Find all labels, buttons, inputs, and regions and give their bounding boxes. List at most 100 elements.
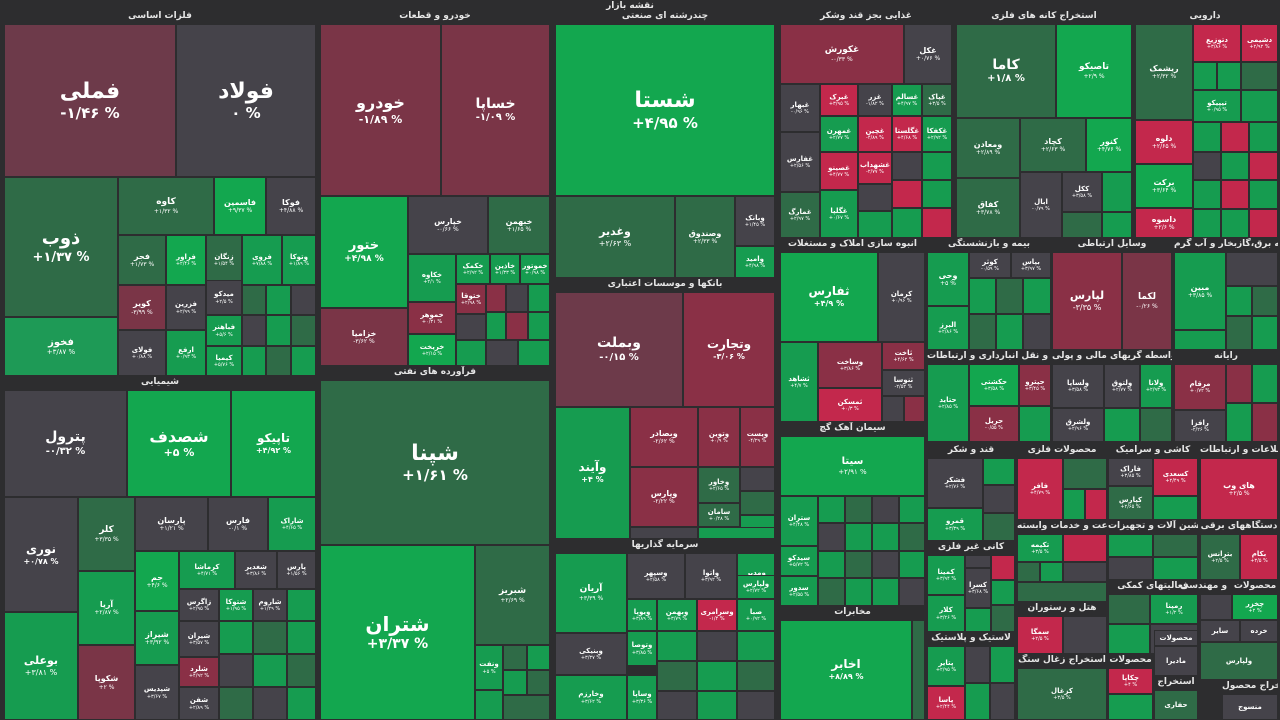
stock-tile[interactable]: کسرا +۳/۶۸ % [965, 568, 991, 608]
stock-tile[interactable] [912, 620, 925, 720]
stock-tile[interactable]: وخاور +۲/۶۵ % [698, 467, 740, 503]
stock-tile[interactable] [1193, 122, 1221, 152]
stock-tile[interactable] [818, 551, 845, 578]
stock-tile[interactable]: کرماشا +۴/۷۱ % [179, 551, 235, 589]
stock-tile[interactable]: تاپیکو +۴/۹۲ % [231, 390, 316, 497]
stock-tile[interactable]: شستا +۴/۹۵ % [555, 24, 775, 196]
stock-tile[interactable]: کنور +۴/۷۶ % [1086, 118, 1132, 172]
stock-tile[interactable]: حریل -۰/۵۵ % [969, 406, 1019, 442]
stock-tile[interactable] [983, 513, 1015, 541]
stock-tile[interactable]: بکام +۳/۵ % [1240, 534, 1278, 580]
stock-tile[interactable]: غسالم +۴/۹۷ % [892, 84, 922, 116]
stock-tile[interactable] [858, 184, 892, 211]
stock-tile[interactable] [882, 396, 904, 422]
stock-tile[interactable] [527, 645, 550, 670]
stock-tile[interactable] [291, 285, 316, 315]
stock-tile[interactable]: خریخت +۲/۱۵ % [408, 334, 456, 366]
stock-tile[interactable] [1023, 314, 1051, 350]
stock-tile[interactable]: کزغال +۳/۵ % [1017, 668, 1107, 720]
stock-tile[interactable]: غزر -۱/۸۲ % [858, 84, 892, 116]
stock-tile[interactable] [1217, 62, 1241, 90]
stock-tile[interactable]: مبین +۳/۸۵ % [1174, 252, 1226, 330]
stock-tile[interactable] [1249, 152, 1278, 180]
stock-tile[interactable] [503, 695, 550, 720]
stock-tile[interactable] [1063, 562, 1107, 582]
stock-tile[interactable] [219, 654, 253, 687]
stock-tile[interactable]: وتوکا +۱/۸۹ % [282, 235, 316, 285]
stock-tile[interactable]: ختور +۴/۹۸ % [320, 196, 408, 308]
stock-tile[interactable]: فخوز +۳/۸۷ % [4, 317, 118, 376]
stock-tile[interactable] [1040, 562, 1063, 582]
stock-tile[interactable]: حتاید +۲/۸۵ % [927, 364, 969, 442]
stock-tile[interactable] [506, 312, 528, 340]
stock-tile[interactable] [287, 654, 316, 687]
stock-tile[interactable] [486, 340, 518, 366]
stock-tile[interactable]: ککل +۳/۵۸ % [1062, 172, 1102, 212]
stock-tile[interactable] [965, 555, 991, 568]
stock-tile[interactable]: وتجارت -۳/۰۶ % [683, 292, 775, 407]
stock-tile[interactable] [1153, 557, 1198, 580]
stock-tile[interactable]: کلر +۳/۳۵ % [78, 497, 135, 571]
stock-tile[interactable] [1252, 403, 1278, 442]
stock-tile[interactable] [486, 284, 506, 312]
stock-tile[interactable]: شغدیر +۳/۸۶ % [235, 551, 277, 589]
stock-tile[interactable]: پاسا +۲/۴۴ % [927, 686, 965, 720]
stock-tile[interactable]: کویر -۳/۹۹ % [118, 285, 166, 330]
stock-tile[interactable] [899, 578, 925, 606]
stock-tile[interactable]: مادیرا [1154, 646, 1198, 676]
stock-tile[interactable] [818, 578, 845, 606]
stock-tile[interactable]: فارس -۰/۱ % [208, 497, 268, 551]
stock-tile[interactable]: سامان +۰/۲۸ % [698, 503, 740, 527]
stock-tile[interactable] [1063, 534, 1107, 562]
stock-tile[interactable] [899, 523, 925, 551]
stock-tile[interactable]: خموتور +۰/۹۸ % [520, 254, 550, 284]
stock-tile[interactable]: وخارزم +۳/۶۲ % [555, 675, 627, 720]
stock-tile[interactable]: صبا +۰/۹۲ % [737, 599, 775, 631]
stock-tile[interactable] [1193, 209, 1221, 238]
stock-tile[interactable] [1153, 534, 1198, 557]
stock-tile[interactable]: کلار +۳/۲۶ % [927, 595, 965, 632]
stock-tile[interactable]: آریان +۳/۳۹ % [555, 553, 627, 633]
stock-tile[interactable]: خپارس -۰/۶۶ % [408, 196, 488, 254]
stock-tile[interactable]: ابال -۰/۷۹ % [1020, 172, 1062, 238]
stock-tile[interactable] [242, 285, 266, 315]
stock-tile[interactable]: برکت +۳/۶۴ % [1135, 164, 1193, 208]
stock-tile[interactable]: داسوه +۲/۶ % [1135, 208, 1193, 238]
stock-tile[interactable]: تکیمه +۳/۵ % [1017, 534, 1063, 562]
stock-tile[interactable] [922, 208, 952, 238]
stock-tile[interactable]: فاسمین +۹/۳۷ % [214, 177, 266, 235]
stock-tile[interactable] [1241, 90, 1278, 122]
stock-tile[interactable]: ثفارس +۴/۹ % [780, 252, 878, 342]
stock-tile[interactable]: شکوپا +۲ % [78, 645, 135, 720]
stock-tile[interactable]: ذوب +۱/۳۷ % [4, 177, 118, 317]
stock-tile[interactable] [737, 691, 775, 720]
stock-tile[interactable]: فشکر +۲/۷۶ % [927, 458, 983, 508]
stock-tile[interactable]: سمگا +۲/۵ % [1017, 616, 1063, 654]
stock-tile[interactable] [698, 527, 775, 539]
stock-tile[interactable] [892, 152, 922, 180]
stock-tile[interactable] [872, 523, 899, 551]
stock-tile[interactable] [1063, 616, 1107, 654]
stock-tile[interactable] [657, 661, 697, 691]
stock-tile[interactable]: رافزا -۲/۲۶ % [1174, 410, 1226, 442]
stock-tile[interactable] [528, 312, 550, 340]
stock-tile[interactable]: ومعادن +۲/۸۹ % [956, 118, 1020, 178]
stock-tile[interactable] [991, 605, 1015, 632]
stock-tile[interactable]: وسرامری -۱/۴ % [697, 599, 737, 631]
stock-tile[interactable] [1221, 122, 1249, 152]
stock-tile[interactable] [740, 467, 775, 491]
stock-tile[interactable] [1221, 152, 1249, 180]
stock-tile[interactable]: محصولات [1154, 630, 1198, 646]
stock-tile[interactable]: البرز +۲/۸۶ % [927, 306, 969, 350]
stock-tile[interactable]: فزرین +۲/۹۹ % [166, 285, 206, 330]
stock-tile[interactable] [1193, 180, 1221, 209]
stock-tile[interactable]: ثاخت +۴/۶۲ % [882, 342, 925, 370]
stock-tile[interactable]: ستران +۴/۴۸ % [780, 496, 818, 546]
stock-tile[interactable]: ولپارس +۲/۷۲ % [737, 575, 775, 599]
stock-tile[interactable]: ولپارس [1200, 642, 1278, 680]
stock-tile[interactable]: حفاری [1154, 690, 1198, 720]
stock-tile[interactable]: بپاس +۳/۹۷ % [1011, 252, 1051, 278]
stock-tile[interactable] [965, 608, 991, 632]
stock-tile[interactable] [456, 340, 486, 366]
stock-tile[interactable] [1249, 180, 1278, 209]
